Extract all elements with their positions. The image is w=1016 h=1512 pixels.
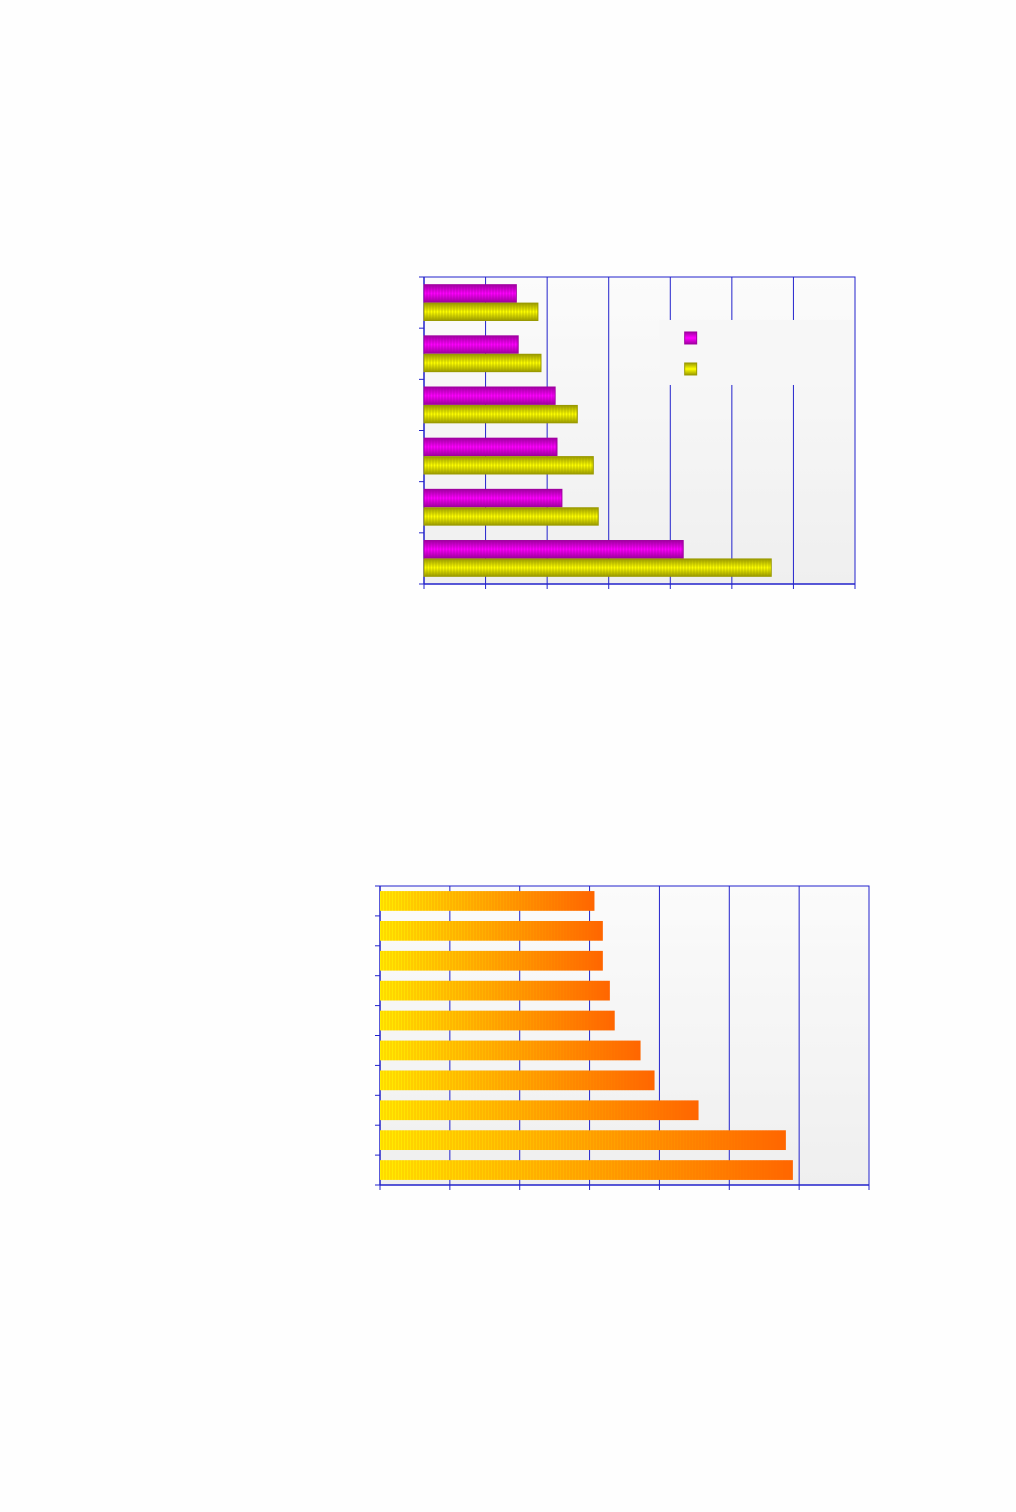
bar-group bbox=[423, 488, 563, 508]
bar-group bbox=[423, 558, 772, 577]
bar-hatch bbox=[380, 1100, 699, 1121]
bar-group bbox=[423, 507, 599, 526]
bar-hatch bbox=[380, 1010, 615, 1031]
bar-hatch bbox=[424, 507, 599, 526]
bar-hatch bbox=[380, 1130, 786, 1151]
plot-border bbox=[379, 885, 870, 1186]
bar-hatch bbox=[380, 1070, 655, 1091]
bar-hatch bbox=[380, 920, 603, 941]
legend-swatch bbox=[684, 362, 698, 376]
bar-hatch bbox=[380, 950, 603, 971]
bar-hatch bbox=[424, 303, 538, 321]
bar-hatch bbox=[424, 284, 517, 303]
bar-hatch bbox=[424, 558, 772, 577]
legend-swatch bbox=[684, 331, 698, 345]
bar-group bbox=[423, 456, 594, 475]
bar-hatch bbox=[424, 335, 519, 354]
bar-group bbox=[423, 540, 684, 559]
bar-hatch bbox=[380, 1160, 793, 1180]
bar-group bbox=[423, 335, 519, 354]
bar-group bbox=[423, 353, 542, 373]
bar-hatch bbox=[424, 354, 541, 372]
bar-hatch bbox=[380, 980, 610, 1001]
bar-group bbox=[423, 404, 578, 424]
bar-group bbox=[423, 386, 556, 405]
bar-hatch bbox=[424, 540, 684, 558]
bar-group bbox=[423, 302, 539, 321]
plot-border bbox=[423, 276, 856, 585]
bar-group bbox=[423, 284, 517, 303]
bar-hatch bbox=[424, 438, 557, 456]
bar-hatch bbox=[424, 405, 578, 423]
bar-hatch bbox=[380, 891, 595, 911]
bar-hatch bbox=[424, 387, 556, 405]
bar-hatch bbox=[424, 489, 562, 507]
bar-group bbox=[423, 437, 558, 457]
bar-hatch bbox=[424, 456, 594, 474]
bar-hatch bbox=[380, 1040, 641, 1061]
